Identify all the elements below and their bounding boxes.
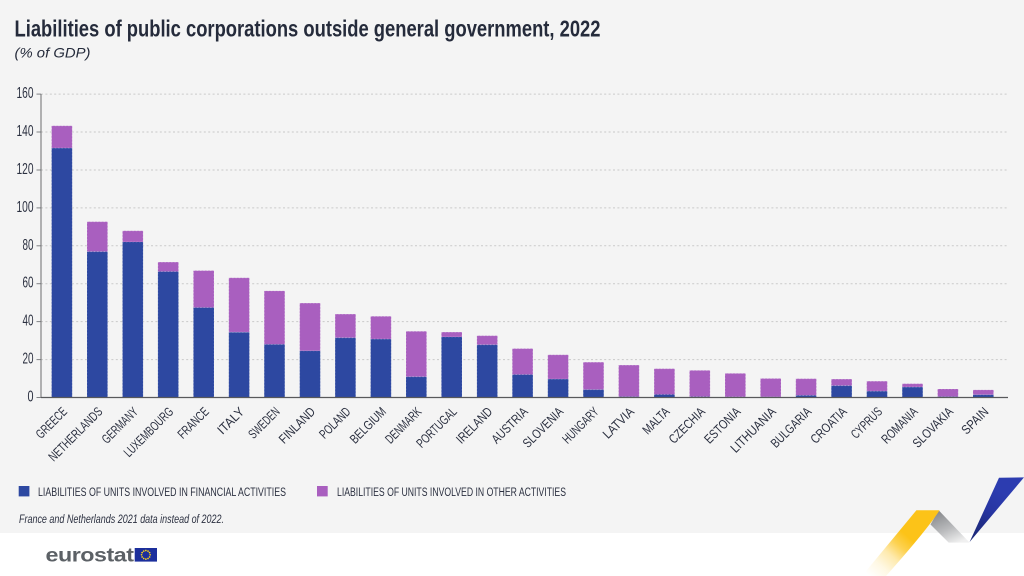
svg-text:60: 60 bbox=[23, 275, 34, 292]
svg-text:Liabilities of public corporat: Liabilities of public corporations outsi… bbox=[15, 16, 601, 42]
svg-text:0: 0 bbox=[28, 389, 34, 406]
svg-text:France and Netherlands 2021 da: France and Netherlands 2021 data instead… bbox=[19, 512, 224, 526]
svg-text:80: 80 bbox=[23, 237, 34, 254]
svg-text:40: 40 bbox=[23, 313, 34, 330]
svg-text:(% of GDP): (% of GDP) bbox=[15, 45, 91, 61]
svg-text:eurostat: eurostat bbox=[46, 545, 135, 567]
svg-text:140: 140 bbox=[17, 123, 34, 140]
svg-text:LIABILITIES OF UNITS INVOLVED: LIABILITIES OF UNITS INVOLVED IN FINANCI… bbox=[38, 485, 286, 499]
svg-text:100: 100 bbox=[17, 199, 34, 216]
svg-text:20: 20 bbox=[23, 351, 34, 368]
svg-text:LIABILITIES OF UNITS INVOLVED: LIABILITIES OF UNITS INVOLVED IN OTHER A… bbox=[337, 485, 566, 499]
svg-text:160: 160 bbox=[17, 85, 34, 102]
svg-text:120: 120 bbox=[17, 161, 34, 178]
